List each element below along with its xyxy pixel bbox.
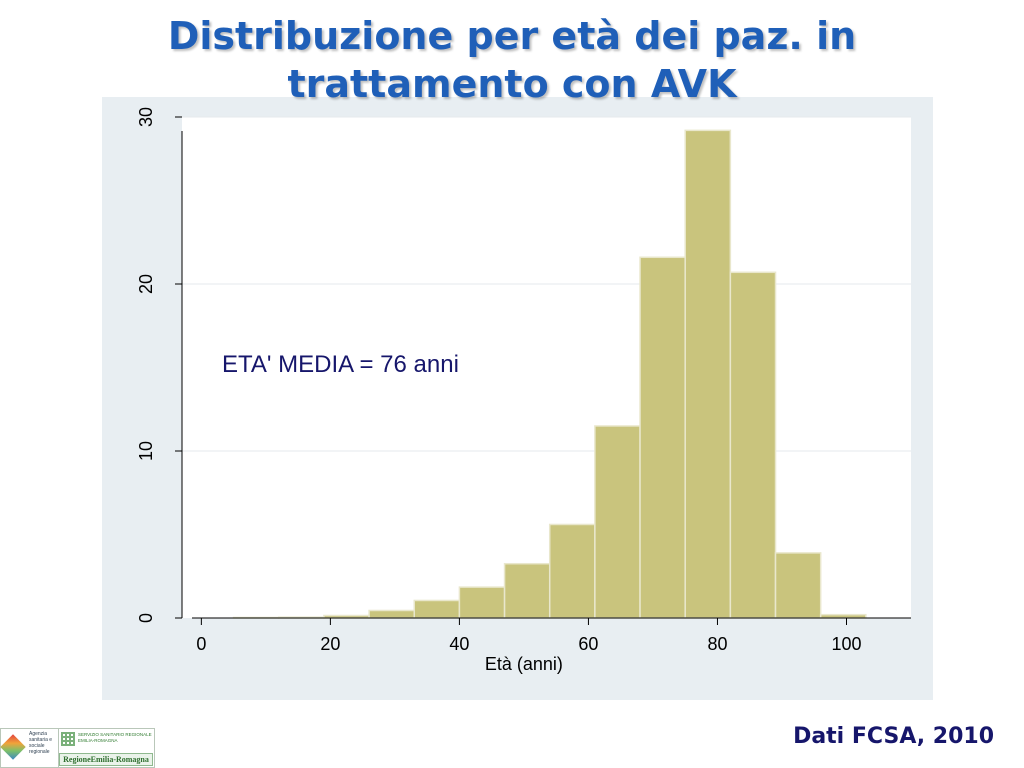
y-tick-label-0: 0 [136,613,156,623]
region-logo: RegioneEmilia-Romagna [59,753,153,766]
logo-block: Agenzia sanitaria e sociale regionale SE… [0,728,155,768]
x-tick-label-100: 100 [831,634,861,654]
histogram-bar-13 [774,552,822,619]
ssr-logo-text: SERVIZIO SANITARIO REGIONALE EMILIA-ROMA… [78,732,153,744]
y-tick-label-20: 20 [136,274,156,294]
x-tick-label-80: 80 [707,634,727,654]
mean-age-annotation: ETA' MEDIA = 76 anni [222,351,459,378]
source-note: Dati FCSA, 2010 [793,724,994,749]
axes: 0 10 20 30 0 20 40 60 80 100 Età (anni) [136,107,911,674]
histogram-bar-4 [368,609,415,619]
agency-logo-text: Agenzia sanitaria e sociale regionale [29,731,53,755]
y-tick-label-10: 10 [136,441,156,461]
x-tick-label-40: 40 [449,634,469,654]
ssr-grid-icon [61,732,75,746]
histogram-bar-6 [458,586,506,619]
slide-title-line-2: trattamento con AVK [287,62,737,106]
x-axis-label: Età (anni) [485,654,563,674]
gridlines [182,116,911,452]
histogram-bar-5 [413,599,461,619]
histogram-bar-8 [548,523,596,619]
agency-logo: Agenzia sanitaria e sociale regionale [0,729,59,767]
x-tick-label-0: 0 [196,634,206,654]
slide-title-line-1: Distribuzione per età dei paz. in [167,14,857,58]
ssr-logo-text-line-2: EMILIA-ROMAGNA [78,738,118,743]
y-tick-label-30: 30 [136,107,156,127]
slide-title: Distribuzione per età dei paz. in tratta… [0,12,1024,108]
histogram-bar-9 [594,425,641,619]
histogram-bar-7 [503,562,551,619]
x-tick-label-20: 20 [320,634,340,654]
x-tick-label-60: 60 [578,634,598,654]
histogram-bar-12 [729,271,777,619]
histogram-bar-11 [684,129,732,619]
ssr-logo-text-line-1: SERVIZIO SANITARIO REGIONALE [78,732,152,737]
plot-area [182,117,911,618]
histogram-bar-14 [819,613,867,619]
agency-diamond-icon [0,734,26,760]
histogram-bar-10 [639,256,686,619]
